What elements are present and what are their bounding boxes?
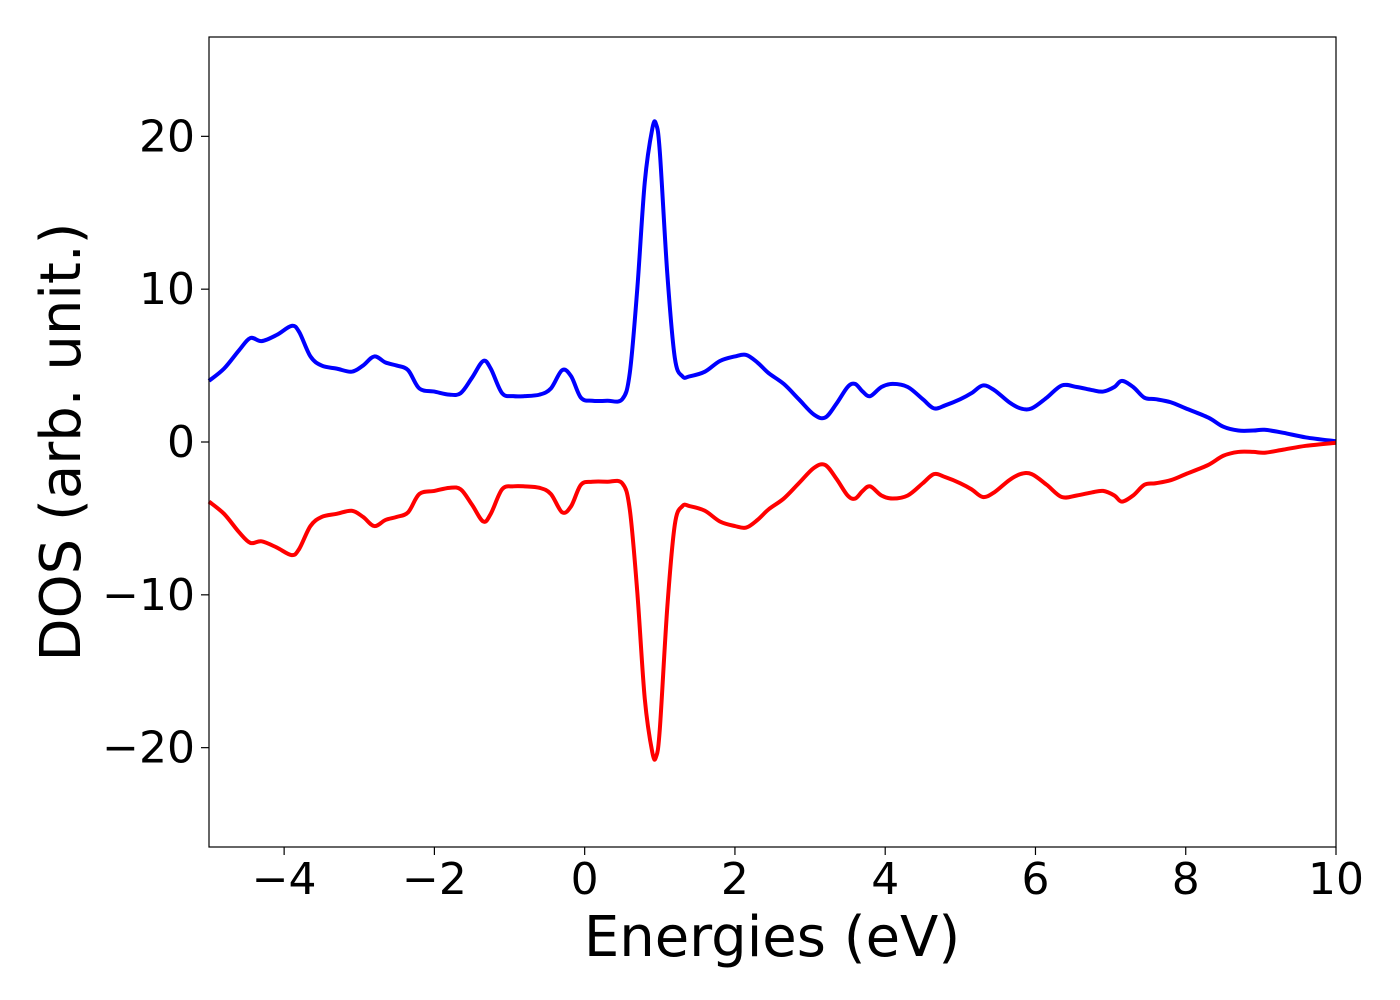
x-tick-label: 6 bbox=[1021, 854, 1049, 905]
y-axis-ticks: −20 −10 0 10 20 bbox=[102, 111, 209, 774]
y-axis-label: DOS (arb. unit.) bbox=[29, 222, 94, 661]
x-tick-label: 4 bbox=[871, 854, 899, 905]
plot-frame bbox=[208, 36, 1337, 848]
x-tick-label: 0 bbox=[571, 854, 599, 905]
x-tick-label: 10 bbox=[1308, 854, 1364, 905]
y-tick-label: 0 bbox=[167, 417, 195, 468]
x-tick-label: 2 bbox=[721, 854, 749, 905]
y-tick-label: 10 bbox=[139, 264, 195, 315]
y-tick-label: −20 bbox=[102, 723, 195, 774]
x-tick-label: −2 bbox=[402, 854, 467, 905]
y-tick-label: 20 bbox=[139, 111, 195, 162]
dos-spin-up-line bbox=[207, 119, 1337, 444]
plot-lines bbox=[207, 119, 1337, 762]
x-tick-label: −4 bbox=[252, 854, 317, 905]
dos-spin-down-line bbox=[207, 440, 1337, 762]
x-axis-label: Energies (eV) bbox=[584, 905, 960, 970]
x-tick-label: 8 bbox=[1172, 854, 1200, 905]
y-tick-label: −10 bbox=[102, 570, 195, 621]
x-axis-ticks: −4 −2 0 2 4 6 8 10 bbox=[252, 847, 1364, 905]
